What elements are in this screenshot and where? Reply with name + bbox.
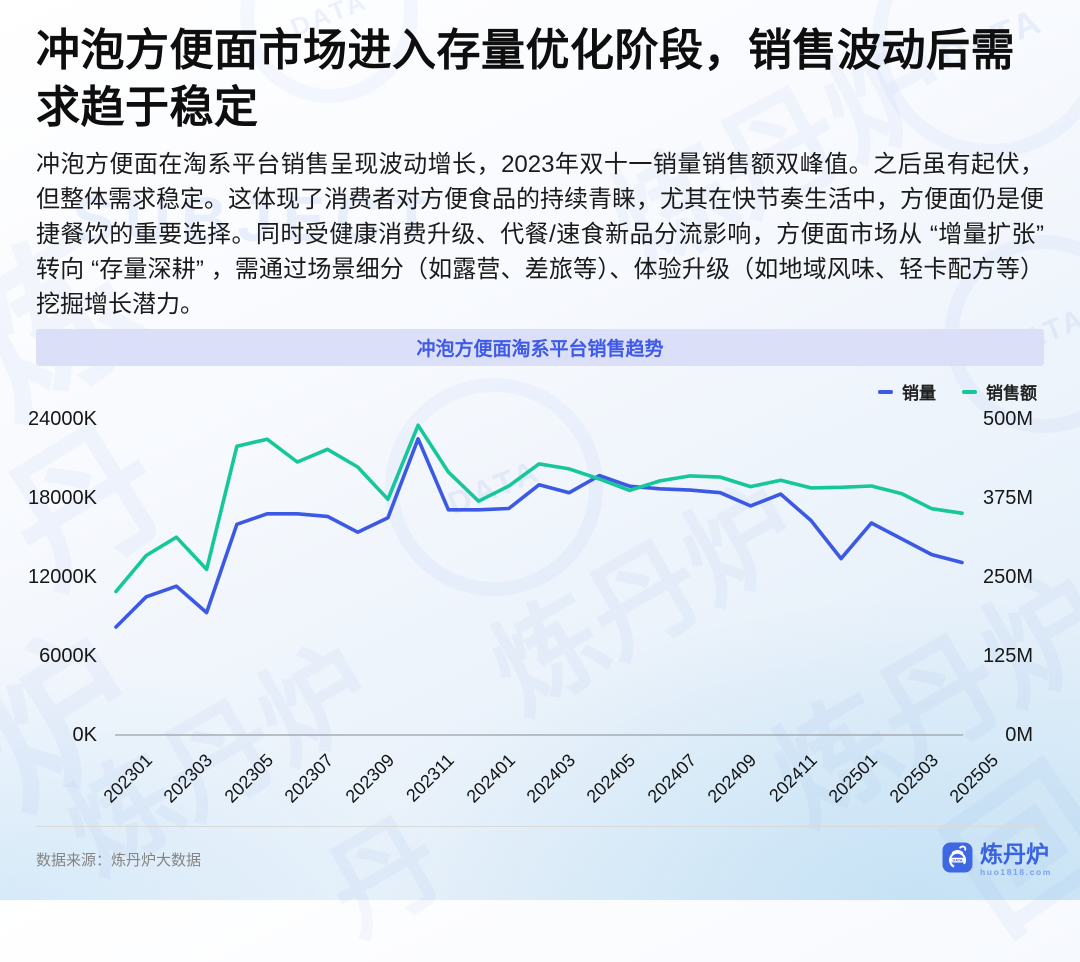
summary-paragraph: 冲泡方便面在淘系平台销售呈现波动增长，2023年双十一销量销售额双峰值。之后虽有… xyxy=(36,151,1044,318)
x-axis-tick: 202305 xyxy=(220,750,278,807)
data-cauldron-icon: DATA xyxy=(942,842,973,873)
y-axis-left-tick: 18000K xyxy=(28,487,97,509)
x-axis-tick: 202301 xyxy=(99,750,157,807)
x-axis-tick: 202411 xyxy=(765,750,821,806)
chart-legend: 销量 销售额 xyxy=(878,379,1037,404)
footer-divider xyxy=(36,826,1044,827)
x-axis-tick: 202309 xyxy=(341,750,398,807)
legend-label-amount: 销售额 xyxy=(986,384,1037,403)
chart-title: 冲泡方便面淘系平台销售趋势 xyxy=(416,339,664,360)
x-axis-tick: 202501 xyxy=(824,750,882,807)
y-axis-right-tick: 250M xyxy=(982,566,1033,588)
page-title: 冲泡方便面市场进入存量优化阶段，销售波动后需求趋于稳定 xyxy=(36,26,1015,132)
y-axis-right-tick: 0M xyxy=(1005,724,1033,746)
badge-text: DATA xyxy=(952,858,962,862)
x-axis-tick: 202307 xyxy=(280,750,338,807)
x-axis-tick: 202401 xyxy=(462,750,519,807)
x-axis-tick: 202409 xyxy=(703,750,761,807)
x-axis-tick: 202503 xyxy=(885,750,942,807)
y-axis-left-tick: 12000K xyxy=(28,566,97,588)
brand-site: huo1818.com xyxy=(980,867,1052,877)
series-line-销售额 xyxy=(114,423,964,594)
watermark-glyph: 丹 xyxy=(306,796,463,958)
legend-item-volume: 销量 xyxy=(878,379,936,404)
y-axis-left-tick: 0K xyxy=(72,724,97,746)
y-axis-right-tick: 375M xyxy=(982,487,1033,509)
data-source-label: 数据来源：炼丹炉大数据 xyxy=(36,852,202,869)
volume-line-swatch xyxy=(878,389,893,394)
x-axis-tick: 202505 xyxy=(945,750,1003,807)
x-axis-tick: 202403 xyxy=(522,750,580,807)
legend-item-amount: 销售额 xyxy=(962,379,1037,404)
brand-name: 炼丹炉 xyxy=(980,841,1049,867)
chart-title-bar: 冲泡方便面淘系平台销售趋势 xyxy=(36,329,1044,366)
brand-logo: DATA 炼丹炉 huo1818.com xyxy=(942,842,1052,877)
y-axis-left-tick: 24000K xyxy=(28,408,97,430)
series-line-销量 xyxy=(114,436,964,629)
y-axis-left-tick: 6000K xyxy=(39,645,97,667)
x-axis-tick: 202311 xyxy=(402,750,459,806)
x-axis-tick: 202405 xyxy=(582,750,640,807)
x-axis-tick: 202407 xyxy=(643,750,701,807)
y-axis-right-tick: 500M xyxy=(982,408,1033,430)
legend-label-volume: 销量 xyxy=(902,384,936,403)
amount-line-swatch xyxy=(962,389,977,394)
y-axis-right-tick: 125M xyxy=(982,645,1033,667)
x-axis-tick: 202303 xyxy=(159,750,217,807)
line-chart-plot xyxy=(114,423,964,736)
